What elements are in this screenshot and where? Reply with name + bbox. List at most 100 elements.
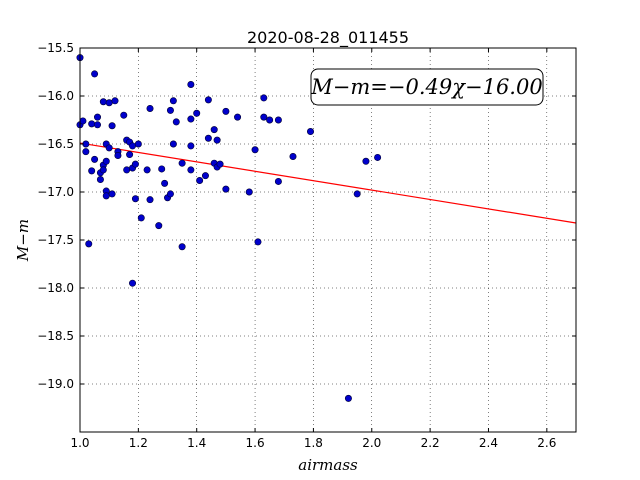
- data-point: [166, 190, 174, 198]
- data-point: [91, 70, 99, 78]
- y-tick-label: −16.5: [37, 137, 74, 151]
- data-point: [169, 140, 177, 148]
- data-point: [187, 142, 195, 150]
- data-point: [178, 243, 186, 251]
- data-point: [289, 152, 297, 160]
- y-tick-label: −15.5: [37, 41, 74, 55]
- x-tick-label: 2.0: [362, 436, 381, 450]
- data-point: [108, 122, 116, 130]
- data-points: [76, 54, 382, 402]
- data-point: [251, 146, 259, 154]
- data-point: [102, 192, 110, 200]
- data-point: [166, 106, 174, 114]
- data-point: [94, 113, 102, 121]
- data-point: [146, 196, 154, 204]
- x-tick-label: 2.6: [537, 436, 556, 450]
- x-tick-label: 1.2: [129, 436, 148, 450]
- data-point: [193, 109, 201, 117]
- x-tick-labels: 1.0 1.2 1.4 1.6 1.8 2.0 2.2 2.4 2.6: [70, 436, 556, 450]
- y-tick-label: −18.5: [37, 329, 74, 343]
- data-point: [274, 116, 282, 124]
- data-point: [161, 179, 169, 187]
- y-tick-label: −16.0: [37, 89, 74, 103]
- data-point: [204, 134, 212, 142]
- axis-ticks: [79, 47, 576, 432]
- data-point: [123, 166, 131, 174]
- fit-equation-box: M−m=−0.49χ−16.00: [310, 68, 544, 106]
- data-point: [172, 118, 180, 126]
- data-point: [362, 157, 370, 165]
- data-point: [105, 99, 113, 107]
- data-point: [374, 153, 382, 161]
- data-point: [245, 188, 253, 196]
- data-point: [137, 214, 145, 222]
- data-point: [187, 80, 195, 88]
- data-point: [131, 195, 139, 203]
- fit-line: [79, 142, 577, 224]
- data-point: [88, 120, 96, 128]
- data-point: [96, 176, 104, 184]
- data-point: [105, 144, 113, 152]
- x-tick-label: 2.4: [479, 436, 498, 450]
- data-point: [102, 157, 110, 165]
- data-point: [344, 394, 352, 402]
- chart-title: 2020-08-28_011455: [247, 28, 409, 48]
- data-point: [131, 160, 139, 168]
- data-point: [91, 155, 99, 163]
- data-point: [353, 190, 361, 198]
- x-tick-label: 1.6: [246, 436, 265, 450]
- y-tick-label: −18.0: [37, 281, 74, 295]
- data-point: [254, 238, 262, 246]
- data-point: [306, 128, 314, 136]
- y-tick-label: −17.0: [37, 185, 74, 199]
- y-axis-label: M−m: [14, 219, 32, 262]
- data-point: [108, 190, 116, 198]
- data-point: [134, 140, 142, 148]
- data-point: [178, 159, 186, 167]
- data-point: [79, 117, 87, 125]
- y-tick-labels: −15.5 −16.0 −16.5 −17.0 −17.5 −18.0 −18.5 −19.0: [37, 41, 74, 391]
- data-point: [129, 142, 137, 150]
- data-point: [120, 111, 128, 119]
- data-point: [111, 97, 119, 105]
- data-point: [114, 152, 122, 160]
- data-point: [260, 94, 268, 102]
- data-point: [260, 113, 268, 121]
- data-point: [201, 172, 209, 180]
- data-point: [143, 166, 151, 174]
- fit-equation-label: M−m=−0.49χ−16.00: [310, 75, 542, 99]
- data-point: [204, 96, 212, 104]
- data-point: [85, 240, 93, 248]
- data-point: [155, 222, 163, 230]
- data-point: [234, 113, 242, 121]
- data-point: [169, 97, 177, 105]
- data-point: [146, 104, 154, 112]
- data-point: [99, 98, 107, 106]
- data-point: [274, 177, 282, 185]
- data-point: [210, 126, 218, 134]
- y-tick-label: −19.0: [37, 377, 74, 391]
- data-point: [213, 136, 221, 144]
- data-point: [187, 166, 195, 174]
- x-tick-label: 1.0: [70, 436, 89, 450]
- data-point: [158, 165, 166, 173]
- fit-equation-frame: [310, 68, 544, 106]
- data-point: [222, 185, 230, 193]
- data-point: [82, 148, 90, 156]
- data-point: [216, 160, 224, 168]
- data-point: [88, 167, 96, 175]
- data-point: [196, 176, 204, 184]
- fit-line-layer: [79, 142, 577, 224]
- y-tick-label: −17.5: [37, 233, 74, 247]
- data-point: [99, 166, 107, 174]
- x-tick-label: 1.4: [187, 436, 206, 450]
- data-point: [266, 116, 274, 124]
- data-point: [129, 279, 137, 287]
- x-tick-label: 1.8: [304, 436, 323, 450]
- x-axis-label: airmass: [298, 456, 358, 474]
- data-point: [187, 115, 195, 123]
- data-point: [126, 151, 134, 159]
- x-tick-label: 2.2: [421, 436, 440, 450]
- data-point: [94, 121, 102, 129]
